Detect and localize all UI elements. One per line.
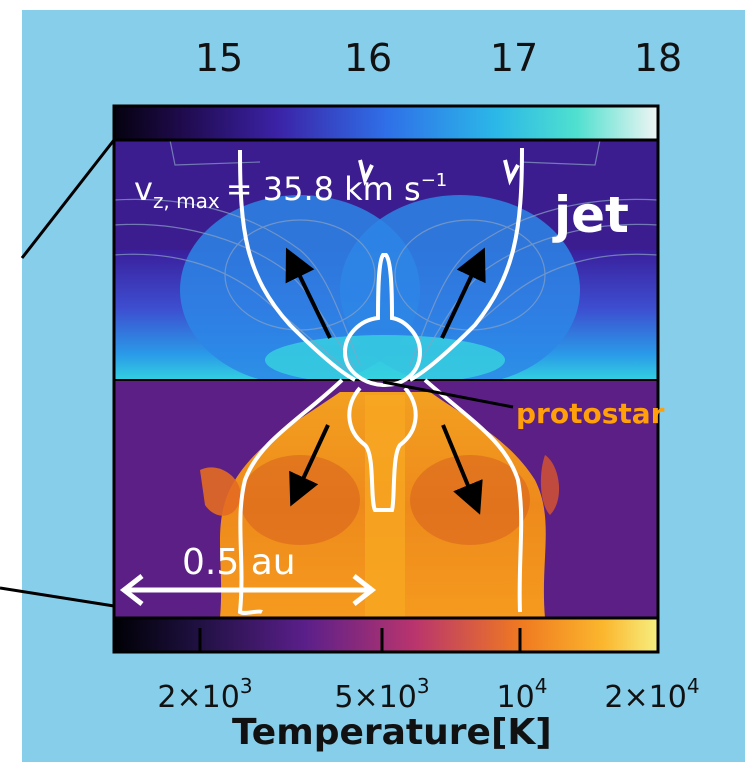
zoom-line-top bbox=[22, 140, 114, 258]
bottom-tick-2e3: 2×103 bbox=[157, 674, 252, 715]
zoom-line-bottom bbox=[0, 588, 114, 606]
bottom-tick-1e4: 104 bbox=[497, 674, 548, 715]
top-colorbar bbox=[114, 106, 658, 140]
bottom-colorbar bbox=[114, 618, 658, 652]
bottom-tick-2e4: 2×104 bbox=[604, 674, 699, 715]
protostar-label: protostar bbox=[516, 397, 665, 430]
jet-label: jet bbox=[552, 186, 629, 244]
scale-label: 0.5 au bbox=[182, 542, 296, 583]
temperature-axis-label: Temperature[K] bbox=[232, 712, 552, 753]
bottom-tick-5e3: 5×103 bbox=[334, 674, 429, 715]
